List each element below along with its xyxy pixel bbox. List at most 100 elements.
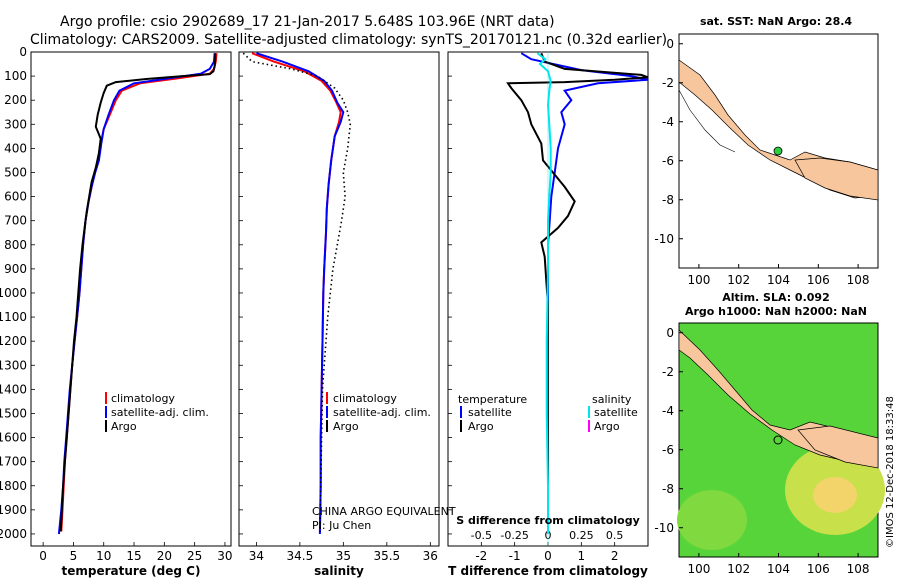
pressure-tick-label: 800 — [4, 238, 27, 252]
x-tick-label: 2 — [611, 549, 619, 563]
series-argo — [59, 53, 217, 532]
sla-float-position — [773, 435, 783, 445]
legend-diff-temp-argo: Argo — [468, 420, 494, 433]
temperature-legend: climatology satellite-adj. clim. Argo — [105, 392, 209, 433]
map-x-tick-label: 106 — [807, 273, 830, 287]
map-y-tick-label: -2 — [662, 365, 674, 379]
pressure-tick-label: 600 — [4, 190, 27, 204]
pressure-tick-label: 500 — [4, 165, 27, 179]
x-tick-label: 0 — [544, 549, 552, 563]
map-y-tick-label: -8 — [662, 193, 674, 207]
pressure-tick-label: 900 — [4, 262, 27, 276]
x-tick-label: 0 — [39, 549, 47, 563]
difference-legend: temperature satellite Argo salinity sate… — [458, 393, 638, 433]
pressure-tick-label: 400 — [4, 141, 27, 155]
pressure-tick-label: 300 — [4, 117, 27, 131]
map-ticks: 100 102 104 106 108 0 -2 -4 -6 -8 -10 100 102 104 106 1… — [654, 37, 869, 576]
x-tick-label: -2 — [475, 549, 487, 563]
x-tick-label: 5 — [70, 549, 78, 563]
legend-temp-argo: Argo — [111, 420, 137, 433]
pressure-tick-label: 1300 — [0, 358, 27, 372]
x-tick-label: 20 — [157, 549, 172, 563]
pressure-tick-label: 100 — [4, 69, 27, 83]
map-x-tick-label: 106 — [807, 562, 830, 576]
pressure-axis: 0 100 200 300 400 500 600 700 800 900 1000 1100 1200… — [0, 45, 452, 541]
pressure-tick-label: 1400 — [0, 382, 27, 396]
map-y-tick-label: 0 — [666, 326, 674, 340]
map-x-tick-label: 104 — [767, 562, 790, 576]
temp-xlabel: temperature (deg C) — [62, 564, 201, 578]
s-diff-tick-label: 0.25 — [569, 529, 594, 542]
pressure-tick-label: 200 — [4, 93, 27, 107]
x-tick-label: -1 — [509, 549, 521, 563]
salinity-panel — [238, 51, 440, 547]
pressure-tick-label: 1100 — [0, 310, 27, 324]
map-x-tick-label: 102 — [727, 273, 750, 287]
map-x-tick-label: 102 — [727, 562, 750, 576]
map-x-tick-label: 100 — [687, 562, 710, 576]
x-tick-label: 34 — [249, 549, 264, 563]
imos-stamp: ©IMOS 12-Dec-2018 18:33:48 — [885, 396, 896, 548]
x-tick-label: 34.5 — [287, 549, 314, 563]
sst-coast-contour — [678, 89, 736, 153]
map-x-tick-label: 108 — [847, 562, 870, 576]
legend-diff-sal-title: salinity — [592, 393, 632, 406]
map-y-tick-label: -2 — [662, 76, 674, 90]
pressure-tick-label: 700 — [4, 214, 27, 228]
sst-map-title: sat. SST: NaN Argo: 28.4 — [700, 15, 852, 28]
map-y-tick-label: -10 — [654, 521, 674, 535]
x-tick-label: 30 — [217, 549, 232, 563]
s-diff-tick-label: -0.25 — [500, 529, 528, 542]
map-y-tick-label: -8 — [662, 482, 674, 496]
pressure-tick-label: 0 — [19, 45, 27, 59]
credit-pi: PI: Ju Chen — [312, 519, 371, 532]
header-line2: Climatology: CARS2009. Satellite-adjuste… — [30, 32, 667, 48]
sla-map-title2: Argo h1000: NaN h2000: NaN — [685, 305, 867, 318]
series-salinity-satellite — [536, 52, 552, 534]
sla-mid-anomaly — [677, 490, 747, 550]
map-y-tick-label: -4 — [662, 115, 674, 129]
s-diff-tick-label: 0.5 — [606, 529, 624, 542]
sla-map-title1: Altim. SLA: 0.092 — [722, 291, 829, 304]
pressure-tick-label: 1600 — [0, 431, 27, 445]
pressure-tick-label: 1200 — [0, 334, 27, 348]
legend-diff-sal-argo: Argo — [594, 420, 620, 433]
map-y-tick-label: -6 — [662, 443, 674, 457]
sal-xlabel: salinity — [314, 564, 364, 578]
map-x-tick-label: 104 — [767, 273, 790, 287]
x-tick-label: 35.5 — [373, 549, 400, 563]
legend-sal-satellite: satellite-adj. clim. — [333, 406, 431, 419]
legend-sal-argo: Argo — [333, 420, 359, 433]
s-diff-tick-label: -0.5 — [471, 529, 492, 542]
pressure-tick-label: 1700 — [0, 455, 27, 469]
pressure-tick-label: 1000 — [0, 286, 27, 300]
diff-x2label: S difference from climatology — [456, 514, 640, 527]
sst-map — [678, 33, 879, 269]
x-tick-label: 25 — [187, 549, 202, 563]
map-y-tick-label: -10 — [654, 232, 674, 246]
x-tick-label: 10 — [96, 549, 111, 563]
x-tick-label: 15 — [126, 549, 141, 563]
credit-institution: CHINA ARGO EQUIVALENT — [312, 505, 456, 518]
sla-map — [677, 322, 885, 558]
pressure-tick-label: 2000 — [0, 527, 27, 541]
temperature-panel — [30, 51, 232, 547]
sst-float-position — [773, 146, 783, 156]
x-tick-label: 36 — [423, 549, 438, 563]
map-x-tick-label: 100 — [687, 273, 710, 287]
pressure-tick-label: 1500 — [0, 406, 27, 420]
x-tick-label: 1 — [578, 549, 586, 563]
salinity-legend: climatology satellite-adj. clim. Argo — [326, 392, 431, 433]
header-line1: Argo profile: csio 2902689_17 21-Jan-201… — [60, 14, 555, 30]
map-x-tick-label: 108 — [847, 273, 870, 287]
map-y-tick-label: 0 — [666, 37, 674, 51]
legend-diff-temp-satellite: satellite — [468, 406, 512, 419]
map-y-tick-label: -4 — [662, 404, 674, 418]
series-satellite-adj-clim- — [256, 52, 345, 535]
series-argo — [242, 52, 352, 532]
sst-land-java — [794, 157, 879, 201]
pressure-tick-label: 1900 — [0, 503, 27, 517]
pressure-tick-label: 1800 — [0, 479, 27, 493]
sla-peak-anomaly — [813, 477, 857, 513]
